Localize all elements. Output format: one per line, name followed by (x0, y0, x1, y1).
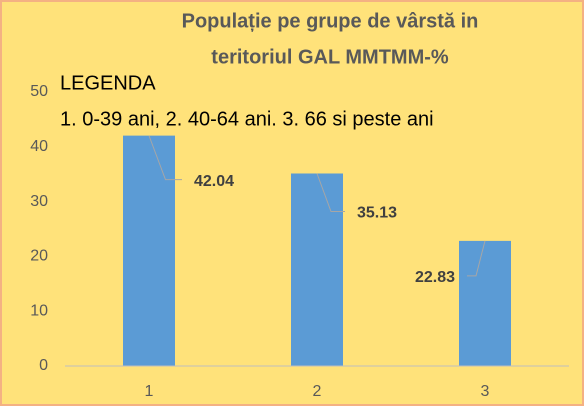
bar (459, 240, 511, 366)
leader-line (467, 240, 486, 277)
leader-line (148, 135, 182, 181)
y-tick-label: 0 (39, 357, 48, 374)
legend-text: 1. 0-39 ani, 2. 40-64 ani. 3. 66 si pest… (60, 108, 434, 130)
y-tick-label: 40 (30, 138, 48, 155)
y-tick-label: 10 (30, 302, 48, 319)
y-tick-label: 20 (30, 248, 48, 265)
chart-title: teritoriul GAL MMTMM-% (211, 46, 449, 68)
bar (291, 173, 343, 366)
data-label: 22.83 (415, 269, 455, 286)
bar (123, 135, 175, 366)
data-label: 35.13 (357, 205, 397, 222)
leader-line (316, 173, 345, 212)
legend-heading: LEGENDA (60, 72, 156, 94)
x-tick-label: 1 (145, 383, 154, 400)
y-tick-label: 50 (30, 83, 48, 100)
x-tick-label: 3 (481, 383, 490, 400)
data-label: 42.04 (194, 173, 234, 190)
x-tick-label: 2 (313, 383, 322, 400)
y-tick-label: 30 (30, 193, 48, 210)
chart-title: Populație pe grupe de vârstă in (182, 10, 479, 32)
